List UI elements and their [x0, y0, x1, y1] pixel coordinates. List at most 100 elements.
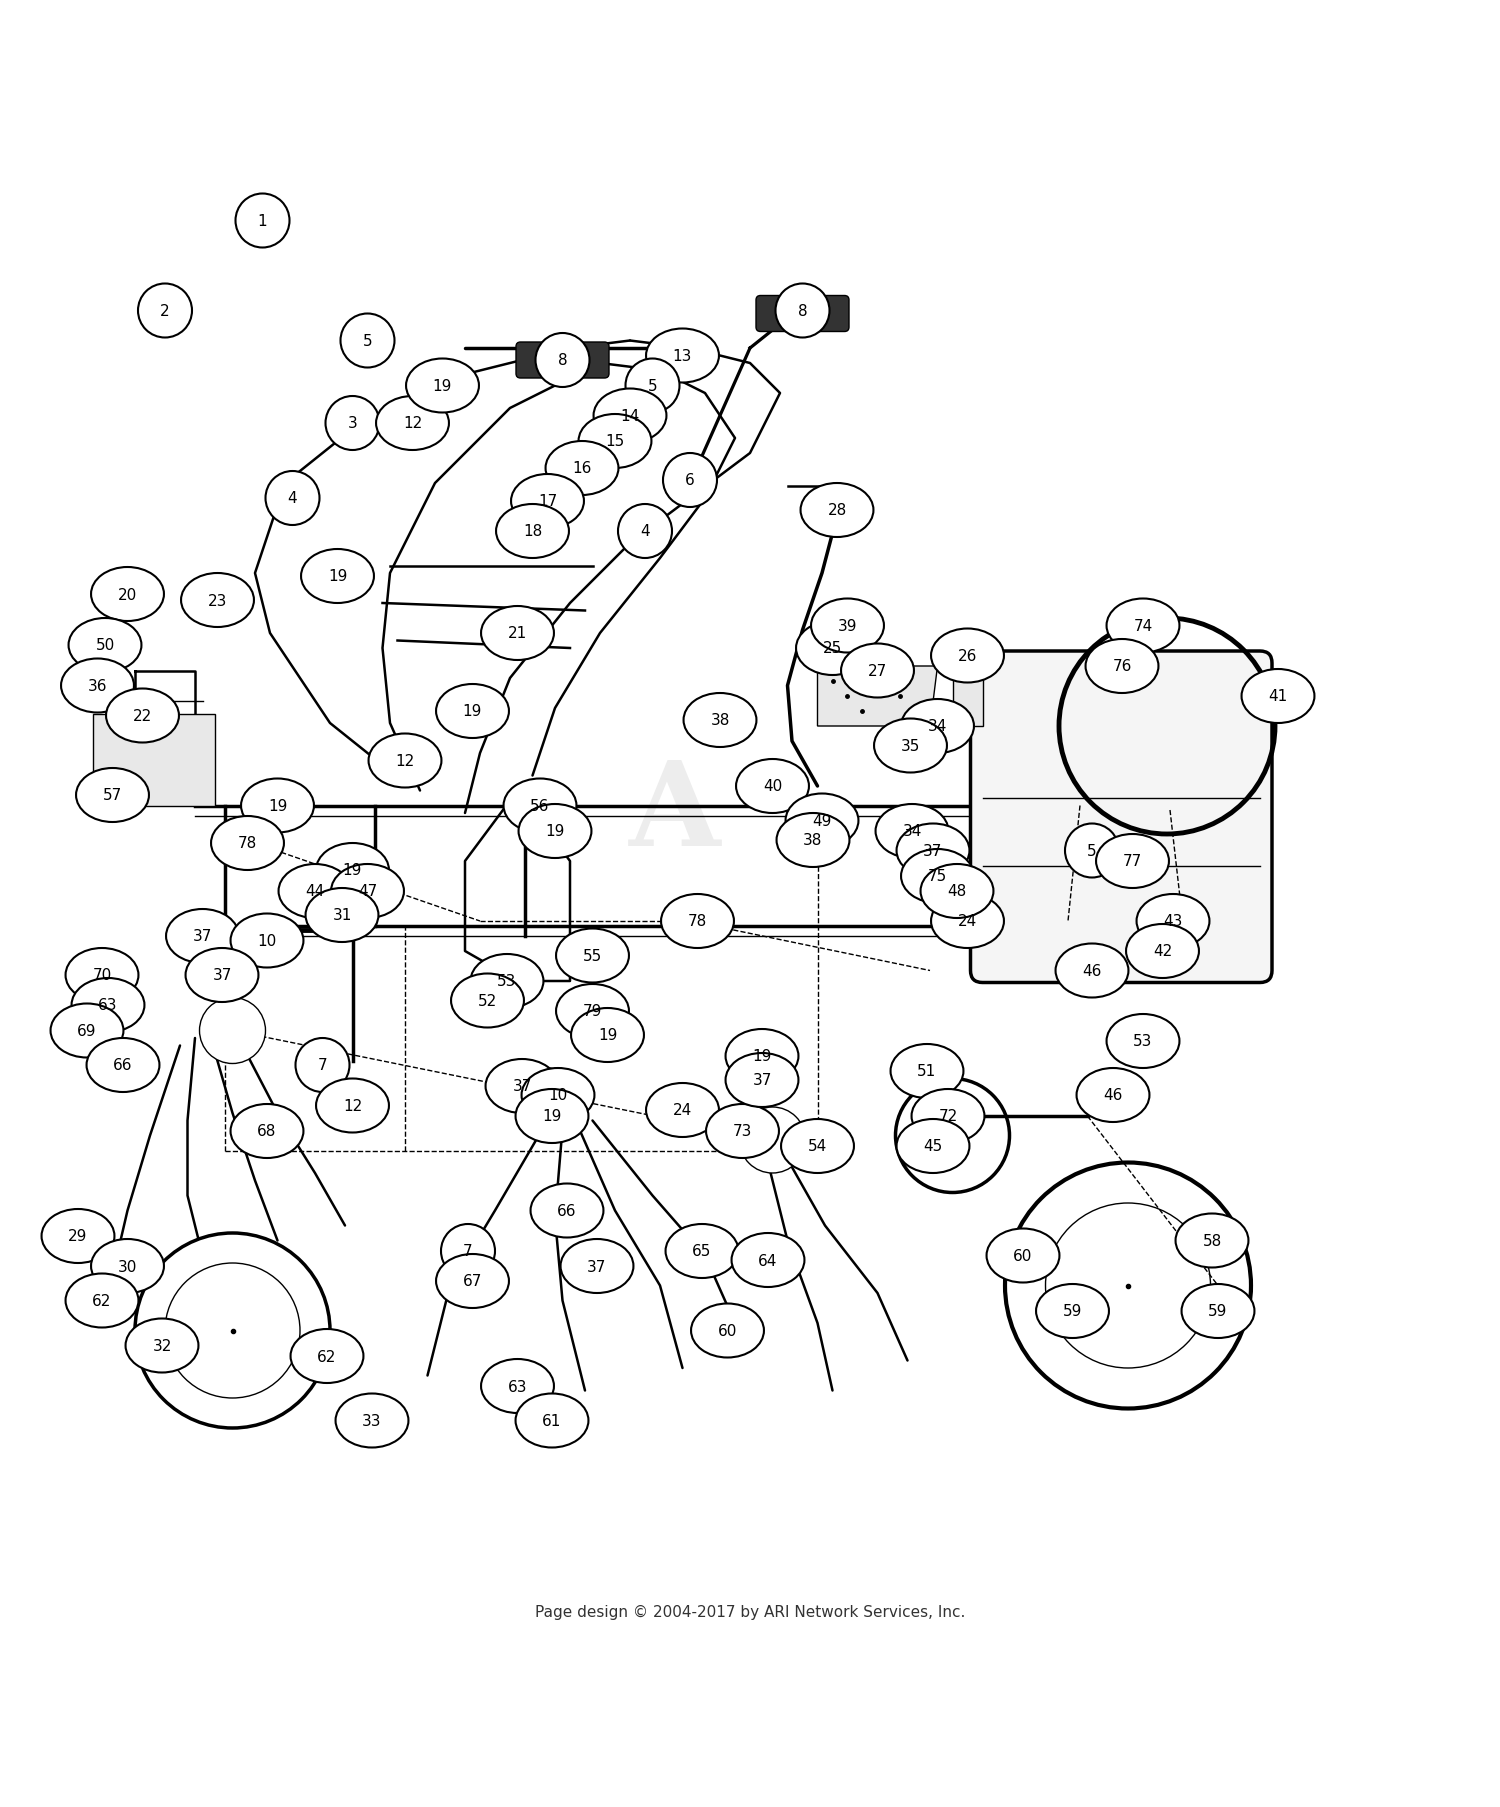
Ellipse shape	[646, 329, 718, 383]
Text: 23: 23	[209, 593, 226, 609]
Ellipse shape	[369, 734, 441, 788]
Ellipse shape	[306, 889, 378, 943]
Ellipse shape	[1096, 835, 1168, 889]
Text: 8: 8	[798, 304, 807, 318]
Text: 19: 19	[598, 1028, 616, 1043]
Text: 37: 37	[924, 844, 942, 858]
Polygon shape	[818, 667, 938, 726]
Ellipse shape	[106, 688, 178, 743]
Ellipse shape	[842, 643, 914, 698]
Ellipse shape	[166, 909, 238, 963]
Text: 56: 56	[531, 799, 549, 813]
Ellipse shape	[441, 1225, 495, 1278]
Text: 39: 39	[837, 618, 856, 634]
Ellipse shape	[522, 1068, 594, 1122]
FancyBboxPatch shape	[93, 714, 214, 806]
Text: 40: 40	[764, 779, 782, 793]
Ellipse shape	[138, 284, 192, 338]
Ellipse shape	[486, 1059, 558, 1113]
Ellipse shape	[126, 1319, 198, 1373]
Text: 63: 63	[98, 997, 117, 1014]
Text: 69: 69	[78, 1023, 96, 1039]
Text: 5: 5	[363, 334, 372, 349]
FancyBboxPatch shape	[970, 652, 1272, 983]
Ellipse shape	[662, 894, 734, 949]
Text: 26: 26	[958, 649, 976, 663]
Ellipse shape	[1107, 600, 1179, 652]
Ellipse shape	[1107, 1014, 1179, 1068]
Circle shape	[135, 1234, 330, 1428]
Text: 5: 5	[648, 379, 657, 394]
Text: 35: 35	[902, 739, 920, 754]
Ellipse shape	[876, 804, 948, 858]
Ellipse shape	[902, 699, 974, 754]
Text: 5: 5	[1088, 844, 1096, 858]
Text: 78: 78	[238, 837, 256, 851]
Text: 28: 28	[828, 502, 846, 519]
Ellipse shape	[897, 824, 969, 878]
Text: 47: 47	[358, 884, 376, 900]
Text: 78: 78	[688, 914, 706, 929]
Text: 33: 33	[363, 1413, 381, 1428]
Ellipse shape	[231, 1104, 303, 1158]
Ellipse shape	[726, 1053, 798, 1108]
Ellipse shape	[692, 1305, 764, 1357]
Text: 44: 44	[306, 884, 324, 900]
Text: 37: 37	[753, 1073, 771, 1088]
Text: 32: 32	[153, 1339, 171, 1353]
Ellipse shape	[987, 1229, 1059, 1283]
Ellipse shape	[516, 1090, 588, 1144]
Ellipse shape	[646, 1084, 718, 1137]
Ellipse shape	[316, 1079, 388, 1133]
Ellipse shape	[736, 759, 808, 813]
Text: 13: 13	[674, 349, 692, 363]
Text: 46: 46	[1104, 1088, 1122, 1102]
Text: 30: 30	[118, 1259, 136, 1274]
Text: A: A	[628, 755, 722, 871]
Text: 41: 41	[1269, 688, 1287, 705]
Ellipse shape	[340, 314, 394, 369]
Text: 7: 7	[318, 1057, 327, 1073]
Text: 6: 6	[686, 473, 694, 488]
Circle shape	[1005, 1164, 1251, 1409]
Ellipse shape	[1077, 1068, 1149, 1122]
Ellipse shape	[406, 360, 478, 414]
Text: 76: 76	[1113, 660, 1131, 674]
Ellipse shape	[92, 1240, 164, 1294]
Text: 63: 63	[507, 1379, 528, 1393]
Ellipse shape	[326, 398, 380, 450]
Circle shape	[740, 1108, 806, 1173]
FancyBboxPatch shape	[516, 343, 609, 379]
Text: 74: 74	[1134, 618, 1152, 634]
Ellipse shape	[482, 1359, 554, 1413]
Text: 79: 79	[584, 1005, 602, 1019]
Ellipse shape	[874, 719, 946, 773]
Ellipse shape	[546, 441, 618, 495]
Text: 36: 36	[87, 679, 108, 694]
Text: 70: 70	[93, 969, 111, 983]
Ellipse shape	[72, 978, 144, 1032]
Text: 37: 37	[588, 1259, 606, 1274]
Ellipse shape	[1126, 925, 1198, 978]
Text: 21: 21	[509, 627, 526, 641]
Ellipse shape	[594, 389, 666, 443]
Text: 64: 64	[759, 1252, 777, 1269]
Text: 19: 19	[433, 379, 451, 394]
Text: 50: 50	[96, 638, 114, 652]
Ellipse shape	[902, 849, 974, 904]
Text: 53: 53	[1134, 1034, 1152, 1048]
Text: 72: 72	[939, 1109, 957, 1124]
Ellipse shape	[51, 1005, 123, 1057]
Text: 59: 59	[1064, 1305, 1082, 1319]
Text: 16: 16	[573, 461, 591, 477]
Ellipse shape	[556, 929, 628, 983]
Ellipse shape	[572, 1008, 644, 1063]
Text: 57: 57	[104, 788, 122, 802]
Ellipse shape	[536, 334, 590, 389]
Ellipse shape	[182, 573, 254, 627]
Text: 60: 60	[718, 1323, 736, 1339]
Polygon shape	[952, 667, 982, 726]
Text: 22: 22	[134, 708, 152, 723]
Text: 53: 53	[498, 974, 516, 988]
Ellipse shape	[279, 864, 351, 918]
